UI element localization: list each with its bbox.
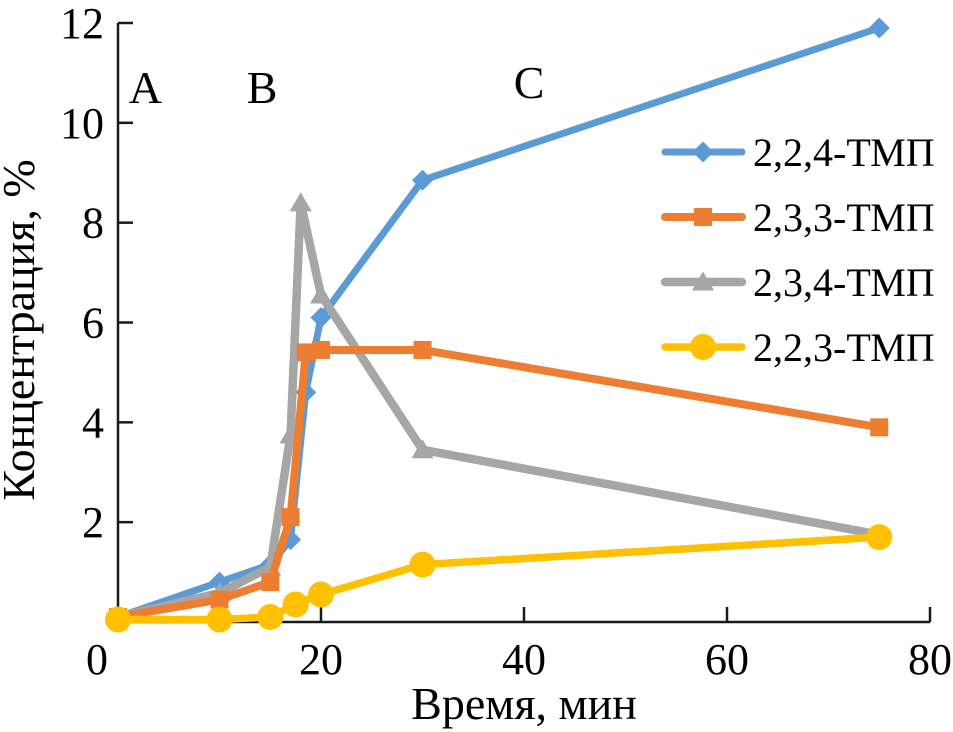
series-2,3,3-ТМП-square-marker [296,343,315,362]
zone-label-B: B [247,62,278,113]
axis-lines [116,23,930,624]
legend-label: 2,3,4-ТМП [753,260,935,305]
series-line-2,2,4-ТМП [114,24,883,621]
series-2,3,3-ТМП-square-marker [261,573,280,592]
legend-item-2,2,4-ТМП: 2,2,4-ТМП [661,130,935,175]
series-2,2,4-ТМП-diamond-marker [412,169,433,191]
legend-item-2,3,4-ТМП: 2,3,4-ТМП [660,260,935,305]
series-2,2,3-ТМП [105,524,893,633]
series-2,3,4-ТМП-triangle-marker [310,284,332,304]
series-2,2,3-ТМП-circle-marker [409,551,436,578]
y-tick-label: 12 [60,0,104,48]
series-2,2,4-ТМП-diamond-marker [868,17,890,39]
legend-diamond-marker [692,141,714,163]
legend-circle-marker [690,334,716,360]
zone-labels: A B C [129,57,545,113]
zone-label-A: A [129,62,162,113]
legend-label: 2,2,4-ТМП [753,130,935,175]
x-axis-title: Время, мин [411,678,637,729]
series-2,3,3-ТМП-square-marker [210,590,229,609]
series-2,2,4-ТМП-diamond-marker [310,307,332,329]
series-2,2,4-ТМП [107,17,890,628]
y-tick-label: 4 [82,398,104,447]
series-2,3,3-ТМП [109,340,889,627]
series-2,2,3-ТМП-circle-marker [282,591,309,618]
series-2,2,3-ТМП-circle-marker [257,604,284,631]
x-tick-label: 40 [502,635,546,684]
series-line-2,3,4-ТМП [113,198,884,622]
x-tick-label: 80 [908,635,952,684]
series-2,3,3-ТМП-square-marker [281,508,300,527]
legend-triangle-marker [692,271,714,291]
legend-item-2,2,3-ТМП: 2,2,3-ТМП [661,325,935,370]
legend-label: 2,3,3-ТМП [753,195,935,240]
y-tick-label: 6 [82,299,104,348]
x-tick-label: 20 [299,635,343,684]
y-tick-label: 2 [82,498,104,547]
x-tick-label: 60 [705,635,749,684]
y-axis-title: Концентрация, % [0,159,44,500]
series-2,2,3-ТМП-circle-marker [308,581,334,608]
series-2,3,3-ТМП-square-marker [870,418,889,437]
legend-item-2,3,3-ТМП: 2,3,3-ТМП [661,195,935,240]
legend-label: 2,2,3-ТМП [753,325,935,370]
series-2,2,3-ТМП-circle-marker [866,524,893,551]
series-2,3,3-ТМП-square-marker [312,340,330,359]
series-2,3,3-ТМП-square-marker [413,340,432,359]
zone-label-C: C [514,57,545,108]
series-2,2,3-ТМП-circle-marker [206,606,233,633]
series-2,2,3-ТМП-circle-marker [105,606,131,633]
legend: 2,2,4-ТМП 2,3,3-ТМП 2,3,4-ТМП 2,2,3-ТМП [660,130,935,370]
x-tick-label: 0 [86,635,108,684]
series-2,3,4-ТМП-triangle-marker [289,192,312,212]
series-2,3,4-ТМП-triangle-marker [411,439,434,459]
y-tick-label: 8 [82,199,104,248]
legend-square-marker [694,208,712,226]
y-tick-label: 10 [60,99,104,148]
